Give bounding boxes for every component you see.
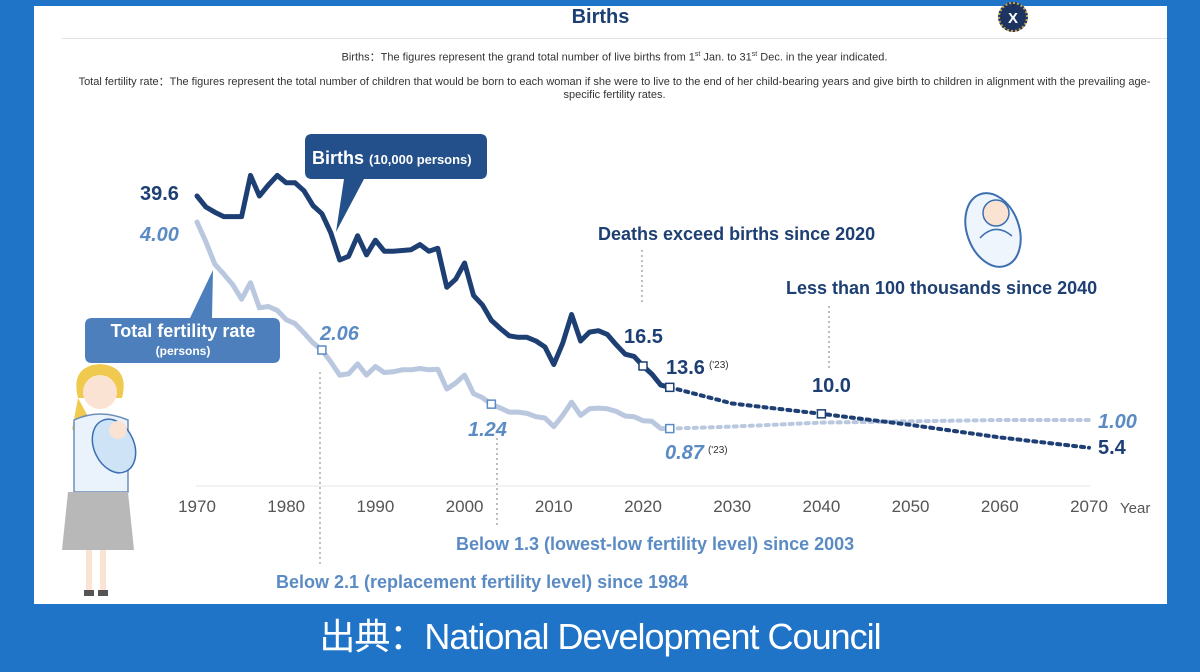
data-label-births-2070: 5.4 [1098, 437, 1127, 459]
tfr-definition: Total fertility rate：The figures represe… [78, 76, 1151, 101]
data-label-tfr-1984: 2.06 [319, 323, 360, 345]
tfr-projection-line [667, 418, 1091, 431]
data-label-births-2040: 10.0 [812, 375, 851, 397]
title-divider [62, 38, 1167, 39]
marker-tfr-2003 [486, 399, 497, 409]
data-label-births-2023: 13.6 ('23) [666, 357, 729, 379]
tfr-series-line [194, 219, 673, 432]
source-caption: 出典：National Development Council [319, 616, 881, 657]
births-definition-sup: st [694, 51, 701, 58]
data-label-tfr-2003: 1.24 [468, 419, 507, 441]
x-tick-label: 1980 [267, 497, 305, 516]
annotation-less-than-100k: Less than 100 thousands since 2040 [786, 278, 1097, 298]
data-markers [317, 345, 827, 434]
marker-births-2020 [638, 361, 648, 371]
close-button[interactable]: X [998, 2, 1028, 32]
data-label-tfr-2023-note: ('23) [708, 445, 728, 456]
marker-births-2040 [816, 409, 827, 419]
page-title: Births [571, 6, 630, 28]
marker-tfr-1984 [317, 345, 327, 355]
births-projection-line [667, 385, 1091, 450]
data-label-tfr-2023-value: 0.87 [665, 442, 705, 464]
births-definition-sup: st [751, 51, 758, 58]
data-label-tfr-1970: 4.00 [139, 224, 179, 246]
data-label-tfr-2023: 0.87 ('23) [665, 442, 728, 464]
data-label-births-1970: 39.6 [140, 183, 179, 205]
baby-illustration [964, 192, 1022, 268]
tfr-legend-label: Total fertility rate [111, 321, 256, 341]
births-legend-unit: (10,000 persons) [369, 152, 472, 167]
x-tick-label: 2070 [1070, 497, 1108, 516]
mother-illustration [62, 364, 137, 596]
data-label-births-2023-note: ('23) [709, 360, 729, 371]
x-tick-label: 2060 [981, 497, 1019, 516]
births-definition: Births：The figures represent the grand t… [62, 48, 1167, 65]
x-tick-label: 2020 [624, 497, 662, 516]
births-definition-part: Dec. in the year indicated. [757, 51, 888, 64]
x-tick-label: 1990 [356, 497, 394, 516]
x-tick-label: 2000 [446, 497, 484, 516]
x-tick-label: 2040 [802, 497, 840, 516]
x-tick-label: 2010 [535, 497, 573, 516]
chart-panel: Births X Births：The figures represent th… [34, 2, 1167, 604]
annotation-deaths-exceed: Deaths exceed births since 2020 [598, 224, 875, 244]
births-definition-part: Jan. to 31 [700, 51, 752, 64]
annotation-below-1-3: Below 1.3 (lowest-low fertility level) s… [456, 534, 854, 554]
births-definition-part: Births：The figures represent the grand t… [341, 51, 695, 64]
marker-tfr-2023 [665, 423, 675, 434]
x-axis-label: Year [1120, 500, 1150, 517]
x-tick-label: 1970 [178, 497, 216, 516]
data-label-tfr-2070: 1.00 [1098, 411, 1137, 433]
marker-births-2023 [665, 382, 675, 393]
births-legend-callout [305, 134, 487, 232]
births-legend-name: Births [312, 148, 364, 168]
data-label-births-2023-value: 13.6 [666, 357, 705, 379]
births-series-line [194, 172, 673, 390]
data-label-births-2020: 16.5 [624, 326, 663, 348]
births-legend-label: Births (10,000 persons) [312, 148, 472, 168]
x-tick-label: 2050 [892, 497, 930, 516]
tfr-legend-callout [85, 270, 280, 363]
tfr-legend-unit: (persons) [156, 344, 211, 358]
annotation-below-2-1: Below 2.1 (replacement fertility level) … [276, 572, 688, 592]
x-tick-labels: 1970 1980 1990 2000 2010 2020 2030 2040 2050 2060… [178, 497, 1108, 516]
x-tick-label: 2030 [713, 497, 751, 516]
